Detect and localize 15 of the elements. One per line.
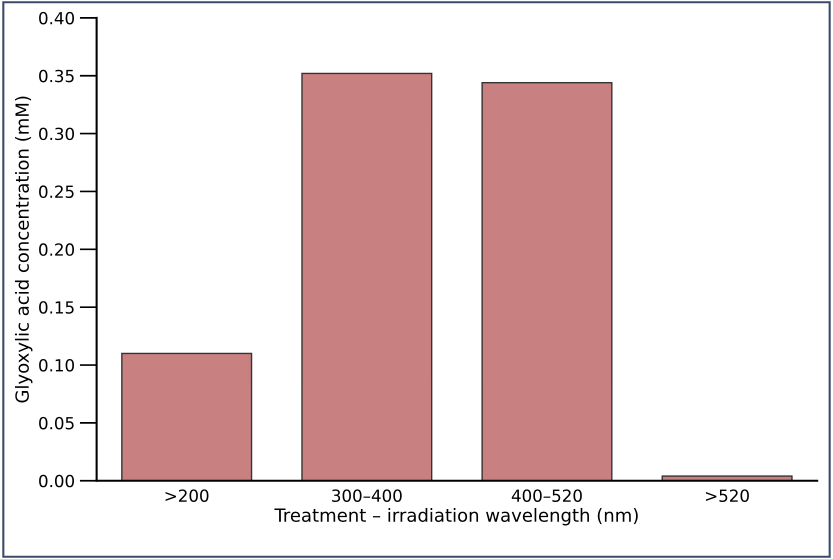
y-tick-label: 0.10	[39, 358, 74, 372]
y-tick-label: 0.15	[39, 301, 74, 314]
y-tick-label: 0.20	[39, 243, 74, 256]
y-tick-label: 0.35	[39, 70, 74, 82]
x-tick-label: 300–400	[332, 489, 402, 502]
x-tick-label: >200	[166, 489, 208, 502]
x-axis-title: Treatment – irradiation wavelength (nm)	[274, 508, 638, 526]
y-tick-label: 0.40	[39, 12, 74, 24]
y-axis-title: Glyoxylic acid concentration (mM)	[14, 96, 32, 403]
y-tick-label: 0.25	[39, 185, 74, 198]
y-tick-label: 0.05	[39, 416, 74, 430]
x-tick-label: >520	[706, 489, 749, 502]
y-tick-label: 0.30	[39, 128, 74, 140]
x-tick-label: 400–520	[512, 489, 582, 502]
y-tick-label: 0.00	[39, 474, 74, 488]
